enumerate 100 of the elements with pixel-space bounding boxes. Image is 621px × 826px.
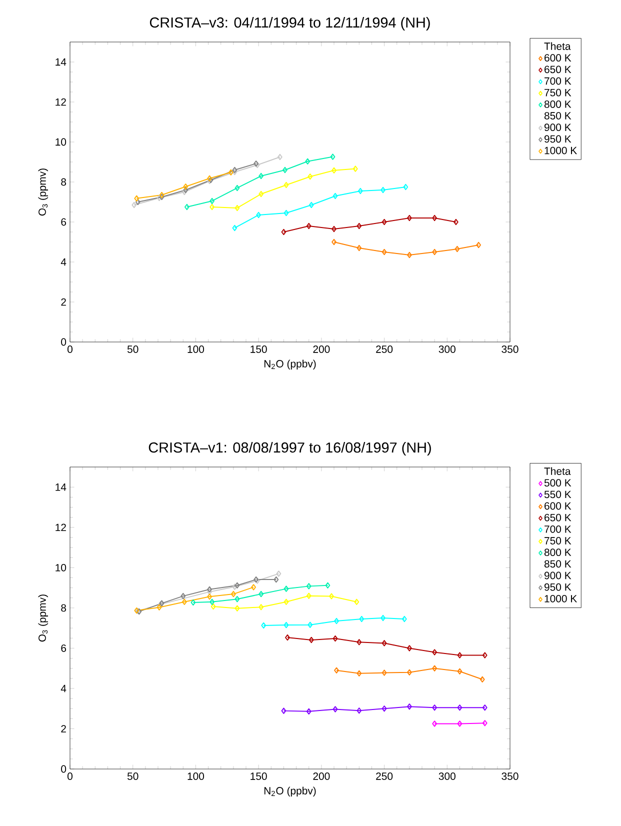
point <box>406 252 412 258</box>
point <box>334 618 339 624</box>
point <box>282 166 288 174</box>
point <box>258 172 264 180</box>
point <box>359 616 364 622</box>
point <box>332 635 338 642</box>
y-tick-label: 12 <box>56 98 66 106</box>
point <box>332 167 336 174</box>
point <box>306 222 312 230</box>
point <box>210 198 215 204</box>
point <box>356 708 362 714</box>
point <box>356 670 362 676</box>
point <box>284 622 289 628</box>
point <box>183 183 188 190</box>
point <box>382 670 387 676</box>
point <box>308 622 313 628</box>
point <box>358 188 363 194</box>
point <box>256 212 262 218</box>
point <box>308 173 313 180</box>
point <box>432 665 438 672</box>
point <box>457 704 462 711</box>
point <box>406 703 412 710</box>
x-tick-label: 200 <box>313 346 330 353</box>
y-tick-label: 6 <box>61 644 66 652</box>
point <box>284 182 289 188</box>
point <box>258 190 264 198</box>
point <box>432 704 438 711</box>
point <box>332 226 336 232</box>
point <box>432 649 438 656</box>
point <box>457 720 462 727</box>
legend-label: 600 K <box>544 502 572 510</box>
point <box>305 158 310 164</box>
chart-title: CRISTA–v3: 04/11/1994 to 12/11/1994 (NH) <box>150 17 430 31</box>
text: 850 K <box>544 112 572 120</box>
point <box>380 614 386 622</box>
point <box>457 652 462 658</box>
x-tick-label: 150 <box>250 772 267 780</box>
point <box>258 590 264 598</box>
y-axis-title: O$_{3}$ (ppmv) <box>38 594 48 642</box>
y-tick-label: 8 <box>61 178 66 186</box>
y-tick-label: 14 <box>56 484 66 491</box>
x-tick-label: 150 <box>250 346 267 353</box>
point <box>454 246 460 252</box>
chart-title: CRISTA–v1: 08/08/1997 to 16/08/1997 (NH) <box>148 442 431 456</box>
y-tick-label: 8 <box>61 604 66 612</box>
legend-label: 900 K <box>544 572 572 580</box>
point <box>156 604 162 610</box>
point <box>234 184 240 192</box>
point <box>382 218 387 226</box>
legend-label: 1000 K <box>544 594 578 602</box>
legend-label: 1000 K <box>544 146 578 154</box>
point <box>234 582 240 588</box>
x-tick-label: 250 <box>376 346 393 353</box>
legend-title: Theta <box>544 467 571 475</box>
point <box>234 605 240 612</box>
x-tick-label: 250 <box>376 772 393 780</box>
x-tick-label: 50 <box>127 772 138 780</box>
y-tick-label: 10 <box>56 138 66 146</box>
point <box>356 244 362 252</box>
y-tick-label: 10 <box>56 564 66 572</box>
legend-label: 700 K <box>544 77 572 85</box>
point <box>232 584 238 590</box>
y-axis-title: O$_{3}$ (ppmv) <box>38 168 48 216</box>
point <box>306 708 312 715</box>
point <box>156 194 162 202</box>
x-tick-label: 0 <box>68 346 72 353</box>
point <box>457 668 462 674</box>
legend-label: 550 K <box>544 490 572 498</box>
legend-label: 650 K <box>544 514 572 522</box>
point <box>308 636 314 644</box>
x-tick-label: 300 <box>438 772 456 780</box>
point <box>332 706 338 712</box>
point <box>306 583 312 590</box>
point <box>234 204 240 212</box>
legend-label: 950 K <box>544 135 572 143</box>
x-tick-label: 300 <box>438 346 456 353</box>
legend-title: Theta <box>544 42 571 50</box>
point <box>332 192 338 200</box>
point <box>284 598 289 605</box>
x-tick-label: 100 <box>188 346 204 353</box>
legend-label: 750 K <box>544 88 572 96</box>
legend-label: 900 K <box>544 124 572 132</box>
point <box>406 214 412 222</box>
point <box>207 586 212 593</box>
y-tick-label: 12 <box>56 524 66 532</box>
point <box>182 598 187 605</box>
point <box>306 592 312 599</box>
y-tick-label: 14 <box>56 58 66 66</box>
y-tick-label: 0 <box>61 765 66 773</box>
y-tick-label: 6 <box>61 218 66 226</box>
point <box>380 186 386 194</box>
legend-label: 800 K <box>544 548 572 556</box>
point <box>258 604 264 610</box>
point <box>406 669 412 676</box>
point <box>382 248 387 256</box>
point <box>329 593 334 600</box>
point <box>207 588 212 595</box>
legend-label: 700 K <box>544 525 572 533</box>
legend-label: 600 K <box>544 54 572 62</box>
point <box>230 590 236 598</box>
